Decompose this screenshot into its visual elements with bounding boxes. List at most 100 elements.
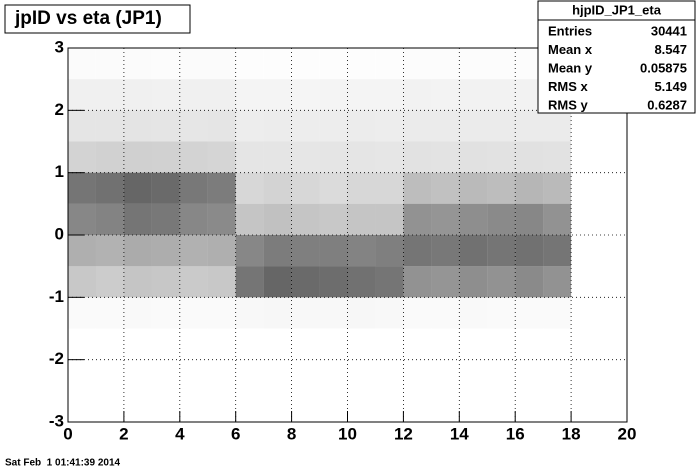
density-cell [291, 141, 320, 173]
density-cell [459, 297, 487, 328]
density-cell [95, 79, 124, 111]
density-cell [95, 235, 124, 267]
density-cell [319, 203, 348, 235]
density-cell [207, 266, 236, 298]
density-cell [123, 110, 152, 142]
x-tick-label: 4 [175, 424, 185, 443]
density-cell [179, 235, 208, 267]
density-cell [68, 297, 96, 328]
density-cell [151, 141, 180, 173]
stats-box [537, 0, 696, 114]
x-tick-label: 20 [618, 424, 637, 443]
density-cell [403, 110, 432, 142]
density-cell [207, 172, 236, 204]
density-cell [319, 79, 348, 111]
density-cell [487, 266, 516, 298]
y-tick-label: -2 [49, 349, 64, 368]
density-cell [291, 203, 320, 235]
density-cell [292, 297, 320, 328]
density-cell [95, 141, 124, 173]
density-cell [347, 235, 376, 267]
density-cell [208, 297, 236, 328]
stats-label: Mean x [548, 42, 593, 57]
density-cell [375, 235, 404, 267]
density-cell [515, 141, 544, 173]
density-cell [263, 266, 292, 298]
density-cell [95, 172, 124, 204]
density-cell [403, 235, 432, 267]
density-cell [459, 203, 488, 235]
density-cell [179, 203, 208, 235]
density-cell [291, 79, 320, 111]
density-cell [95, 266, 124, 298]
x-tick-label: 16 [506, 424, 525, 443]
y-tick-label: 3 [55, 37, 64, 56]
density-cell [68, 235, 96, 267]
density-cell [179, 266, 208, 298]
density-cell [235, 172, 264, 204]
plot-border [67, 47, 628, 423]
density-cell [320, 297, 348, 328]
density-cell [543, 141, 572, 173]
stats-value: 0.6287 [647, 97, 687, 112]
density-cell [459, 235, 488, 267]
density-cell [208, 48, 236, 79]
density-cell [403, 172, 432, 204]
density-cell [375, 266, 404, 298]
density-cell [291, 266, 320, 298]
density-cell [123, 235, 152, 267]
density-cell [179, 110, 208, 142]
density-cell [375, 110, 404, 142]
density-cell [403, 48, 431, 79]
density-cell [431, 203, 460, 235]
density-cell [375, 203, 404, 235]
density-cell [68, 172, 96, 204]
density-cell [487, 203, 516, 235]
density-cell [431, 266, 460, 298]
density-cell [320, 48, 348, 79]
density-cell [68, 203, 96, 235]
density-cell [319, 266, 348, 298]
x-tick-label: 14 [450, 424, 469, 443]
density-cell [235, 266, 264, 298]
stats-label: RMS x [548, 79, 589, 94]
density-cell [235, 110, 264, 142]
density-cell [431, 172, 460, 204]
density-cell [263, 235, 292, 267]
density-cell [459, 48, 487, 79]
density-cell [151, 79, 180, 111]
density-cell [291, 110, 320, 142]
density-cell [459, 266, 488, 298]
density-cell [263, 203, 292, 235]
density-cell [319, 172, 348, 204]
x-tick-label: 0 [63, 424, 72, 443]
density-cell [543, 235, 572, 267]
density-cell [263, 110, 292, 142]
density-cell [431, 79, 460, 111]
stats-label: RMS y [548, 97, 589, 112]
x-tick-label: 12 [394, 424, 413, 443]
density-cell [95, 203, 124, 235]
density-cell [291, 235, 320, 267]
density-cell [152, 297, 180, 328]
density-cell [347, 203, 376, 235]
density-cell [180, 48, 208, 79]
density-cell [403, 297, 431, 328]
density-cell [207, 79, 236, 111]
density-cell [319, 110, 348, 142]
stats-value: 30441 [651, 23, 687, 38]
density-cell [264, 297, 292, 328]
density-cell [431, 141, 460, 173]
stats-label: Entries [548, 23, 592, 38]
density-cell [68, 266, 96, 298]
density-cell [124, 48, 152, 79]
density-cell [543, 266, 572, 298]
density-cell [236, 297, 264, 328]
stats-label: Mean y [548, 60, 593, 75]
density-cell [263, 79, 292, 111]
density-cell [543, 203, 572, 235]
density-cell [348, 48, 376, 79]
density-cell [207, 141, 236, 173]
density-cell [543, 110, 572, 142]
